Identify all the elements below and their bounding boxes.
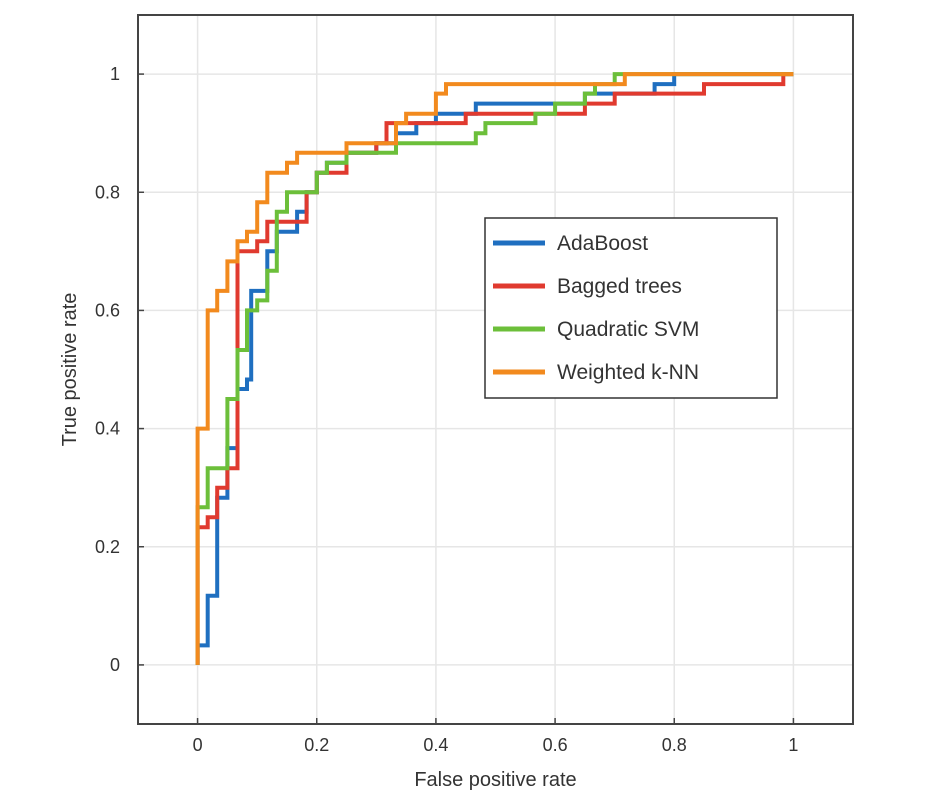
x-tick-label: 0.6 bbox=[543, 735, 568, 755]
x-tick-label: 0.4 bbox=[423, 735, 448, 755]
legend-label: Bagged trees bbox=[557, 275, 682, 298]
legend-label: Weighted k-NN bbox=[557, 361, 699, 384]
y-tick-label: 1 bbox=[110, 64, 120, 84]
y-tick-label: 0.2 bbox=[95, 537, 120, 557]
series-line-quadratic-svm bbox=[195, 72, 794, 665]
x-tick-label: 0.2 bbox=[304, 735, 329, 755]
x-tick-label: 0.8 bbox=[662, 735, 687, 755]
tick-labels: 0 0.2 0.4 0.6 0.8 1 0 0.2 0.4 0.6 0.8 1 bbox=[95, 64, 798, 755]
y-tick-label: 0.4 bbox=[95, 419, 120, 439]
x-tick-label: 1 bbox=[788, 735, 798, 755]
y-tick-label: 0.8 bbox=[95, 182, 120, 202]
legend-label: AdaBoost bbox=[557, 232, 648, 255]
x-axis-label: False positive rate bbox=[414, 769, 576, 791]
legend-box bbox=[484, 217, 778, 399]
y-tick-label: 0.6 bbox=[95, 300, 120, 320]
series-group bbox=[195, 72, 794, 665]
axis-box bbox=[137, 14, 854, 725]
legend: AdaBoost Bagged trees Quadratic SVM Weighte… bbox=[484, 217, 778, 399]
y-tick-label: 0 bbox=[110, 655, 120, 675]
series-line-weighted-k-nn bbox=[195, 72, 794, 665]
y-axis-label: True positive rate bbox=[59, 293, 81, 447]
x-tick-label: 0 bbox=[193, 735, 203, 755]
legend-label: Quadratic SVM bbox=[557, 318, 699, 341]
